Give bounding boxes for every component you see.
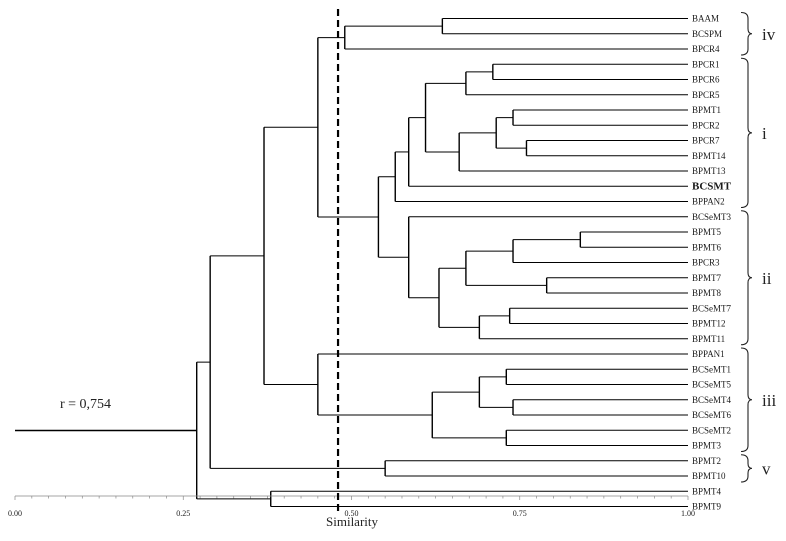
leaf-label: BCSeMT2 bbox=[692, 425, 731, 435]
tick-label: 0.00 bbox=[8, 509, 22, 518]
cluster-label: ii bbox=[762, 269, 772, 288]
leaf-label: BPMT5 bbox=[692, 227, 722, 237]
leaf-label: BPCR5 bbox=[692, 90, 720, 100]
leaf-label: BPPAN1 bbox=[692, 349, 725, 359]
cluster-label: iv bbox=[762, 25, 776, 44]
cluster-label: iii bbox=[762, 391, 776, 410]
leaf-label: BCSeMT6 bbox=[692, 410, 732, 420]
leaf-label: BPMT7 bbox=[692, 273, 722, 283]
leaf-label: BCSeMT5 bbox=[692, 380, 732, 390]
leaf-label: BPMT4 bbox=[692, 486, 722, 496]
leaf-label: BPMT11 bbox=[692, 334, 725, 344]
cluster-brace bbox=[740, 57, 753, 209]
leaf-label: BPCR1 bbox=[692, 59, 720, 69]
leaf-label: BCSPM bbox=[692, 29, 722, 39]
leaf-label: BPCR2 bbox=[692, 120, 720, 130]
cluster-brace bbox=[740, 347, 753, 453]
leaf-label: BPCR3 bbox=[692, 258, 720, 268]
correlation-label: r = 0,754 bbox=[60, 397, 111, 412]
leaf-label: BCSeMT3 bbox=[692, 212, 732, 222]
leaf-label: BPMT8 bbox=[692, 288, 722, 298]
axis-title: Similarity bbox=[326, 514, 379, 529]
leaf-label: BPMT2 bbox=[692, 456, 721, 466]
cluster-brace bbox=[740, 11, 753, 56]
tick-label: 0.75 bbox=[513, 509, 527, 518]
leaf-label: BPMT10 bbox=[692, 471, 726, 481]
leaf-label: BPMT12 bbox=[692, 319, 726, 329]
leaf-label: BPPAN2 bbox=[692, 197, 725, 207]
leaf-label: BAAM bbox=[692, 14, 719, 24]
leaf-labels: BAAM BCSPM BPCR4 BPCR1 BPCR6 BPCR5 BPMT1 BPCR2 B… bbox=[692, 14, 732, 512]
tick-label: 0.50 bbox=[345, 509, 359, 518]
tick-label: 0.25 bbox=[176, 509, 190, 518]
cluster-label: v bbox=[762, 459, 771, 478]
cluster-brace bbox=[740, 210, 753, 346]
axis-ticks: 0.00 0.25 0.50 0.75 1.00 bbox=[8, 496, 695, 518]
leaf-label: BPMT6 bbox=[692, 242, 722, 252]
tick-label: 1.00 bbox=[681, 509, 695, 518]
leaf-label: BPCR6 bbox=[692, 75, 720, 85]
cluster-label: i bbox=[762, 124, 767, 143]
leaf-label: BCSMT bbox=[692, 180, 732, 192]
leaf-label: BCSeMT7 bbox=[692, 303, 732, 313]
leaf-label: BPMT13 bbox=[692, 166, 726, 176]
leaf-label: BPMT1 bbox=[692, 105, 721, 115]
cluster-brace bbox=[740, 454, 753, 483]
leaf-label: BCSeMT4 bbox=[692, 395, 732, 405]
dendrogram-branches bbox=[15, 18, 688, 507]
leaf-label: BPMT3 bbox=[692, 441, 722, 451]
leaf-label: BPMT9 bbox=[692, 502, 722, 512]
leaf-label: BPCR4 bbox=[692, 44, 720, 54]
leaf-label: BPCR7 bbox=[692, 136, 720, 146]
leaf-label: BPMT14 bbox=[692, 151, 726, 161]
leaf-label: BCSeMT1 bbox=[692, 364, 731, 374]
similarity-axis: 0.00 0.25 0.50 0.75 1.00 Similarity bbox=[8, 495, 695, 529]
